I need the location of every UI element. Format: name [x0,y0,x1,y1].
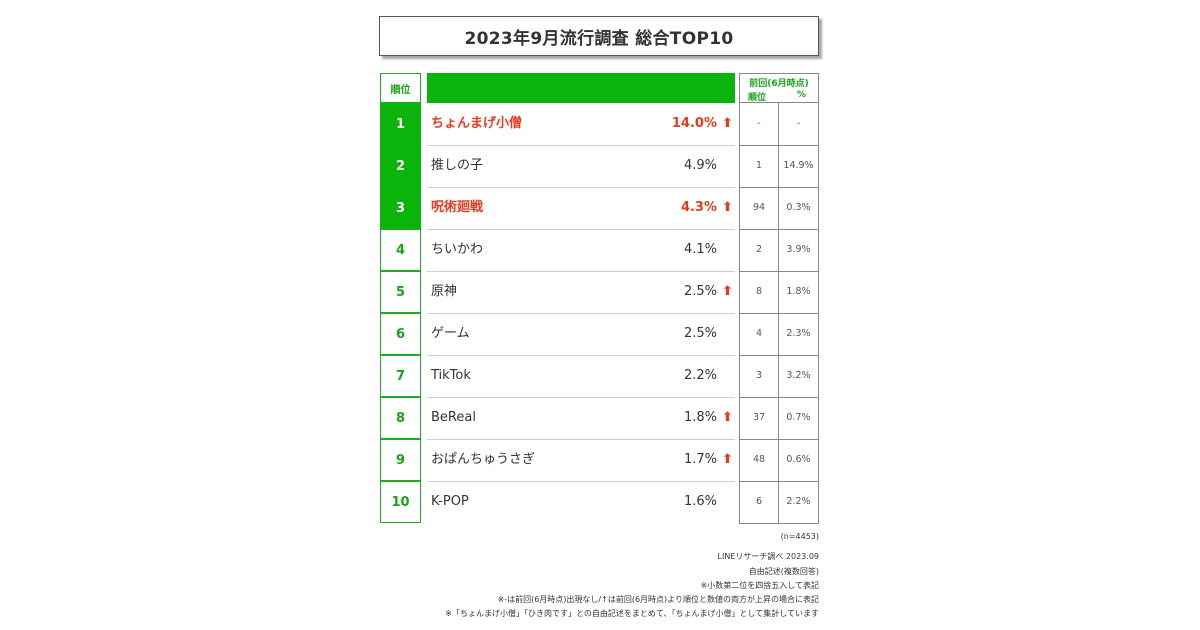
previous-pct: 3.9% [786,244,811,255]
row-separator [427,229,735,230]
previous-pct: 0.3% [786,202,811,213]
item-pct: 14.0% [671,116,717,131]
previous-rank: 37 [752,412,766,423]
rank-cell: 5 [380,271,421,313]
item-pct: 4.9% [683,158,717,173]
previous-rank: 6 [755,496,763,507]
up-arrow-icon: ⬆ [722,284,733,299]
row-separator [427,271,735,272]
row-separator [427,145,735,146]
rank-cell: 6 [380,313,421,355]
previous-row-separator [739,481,819,482]
item-name: ちいかわ [431,242,484,257]
previous-rank: 3 [755,370,763,381]
previous-row-separator [739,145,819,146]
previous-pct: 2.2% [786,496,811,507]
item-name: TikTok [431,368,471,383]
grouping-note: ※「ちょんまげ小僧」「ひき肉です」との自由記述をまとめて、「ちょんまげ小僧」とし… [445,609,819,618]
previous-pct: - [796,118,801,129]
previous-row-separator [739,439,819,440]
row-separator [427,355,735,356]
item-pct: 1.8% [683,410,717,425]
rounding-note: ※小数第二位を四捨五入して表記 [700,581,819,590]
item-pct: 2.5% [683,326,717,341]
item-pct: 2.2% [683,368,717,383]
rank-column-header: 順位 [380,73,421,103]
up-arrow-icon: ⬆ [722,452,733,467]
previous-rank: 48 [752,454,766,465]
rank-cell: 9 [380,439,421,481]
rank-cell: 3 [380,187,421,229]
item-name: ゲーム [431,326,470,341]
previous-pct: 1.8% [786,286,811,297]
rank-cell: 4 [380,229,421,271]
sample-size-note: (n=4453) [780,532,819,541]
source-note: LINEリサーチ調べ 2023.09 [717,552,819,561]
row-separator [427,439,735,440]
row-separator [427,313,735,314]
item-name: 推しの子 [431,158,484,173]
previous-rank: 8 [755,286,763,297]
up-arrow-icon: ⬆ [722,116,733,131]
previous-pct-header: % [797,90,807,100]
item-pct: 4.1% [683,242,717,257]
previous-pct: 0.7% [786,412,811,423]
row-separator [427,481,735,482]
previous-row-separator [739,271,819,272]
previous-column-header: 前回(6月時点) 順位 % [739,73,819,103]
legend-note: ※-は前回(6月時点)出現なし/↑は前回(6月時点)より順位と数値の両方が上昇の… [497,595,820,604]
previous-rank: 94 [752,202,766,213]
previous-pct: 14.9% [783,160,814,171]
item-name: K-POP [431,494,469,509]
item-name: BeReal [431,410,476,425]
item-pct: 1.6% [683,494,717,509]
item-name: ちょんまげ小僧 [431,116,523,131]
item-pct: 2.5% [683,284,717,299]
previous-row-separator [739,397,819,398]
previous-rank: - [757,118,761,129]
rank-cell: 2 [380,145,421,187]
item-name: おぱんちゅうさぎ [431,452,536,467]
previous-row-separator [739,313,819,314]
rank-cell: 1 [380,103,421,145]
item-pct: 1.7% [683,452,717,467]
item-name: 原神 [431,284,458,299]
method-note: 自由記述(複数回答) [748,567,819,576]
previous-pct: 2.3% [786,328,811,339]
previous-pct: 0.6% [786,454,811,465]
item-name: 呪術廻戦 [431,200,484,215]
row-separator [427,397,735,398]
rank-cell: 8 [380,397,421,439]
header-bar [427,73,735,103]
previous-rank: 2 [755,244,763,255]
rank-cell: 10 [380,481,421,523]
up-arrow-icon: ⬆ [722,410,733,425]
previous-row-separator [739,229,819,230]
row-separator [427,187,735,188]
item-pct: 4.3% [680,200,717,215]
up-arrow-icon: ⬆ [722,200,733,215]
previous-pct: 3.2% [786,370,811,381]
previous-rank: 1 [755,160,763,171]
previous-header-label: 前回(6月時点) [749,79,809,89]
rank-cell: 7 [380,355,421,397]
previous-rank-header: 順位 [748,93,767,103]
chart-title: 2023年9月流行調査 総合TOP10 [379,16,819,56]
previous-rank: 4 [755,328,763,339]
previous-row-separator [739,355,819,356]
previous-row-separator [739,187,819,188]
